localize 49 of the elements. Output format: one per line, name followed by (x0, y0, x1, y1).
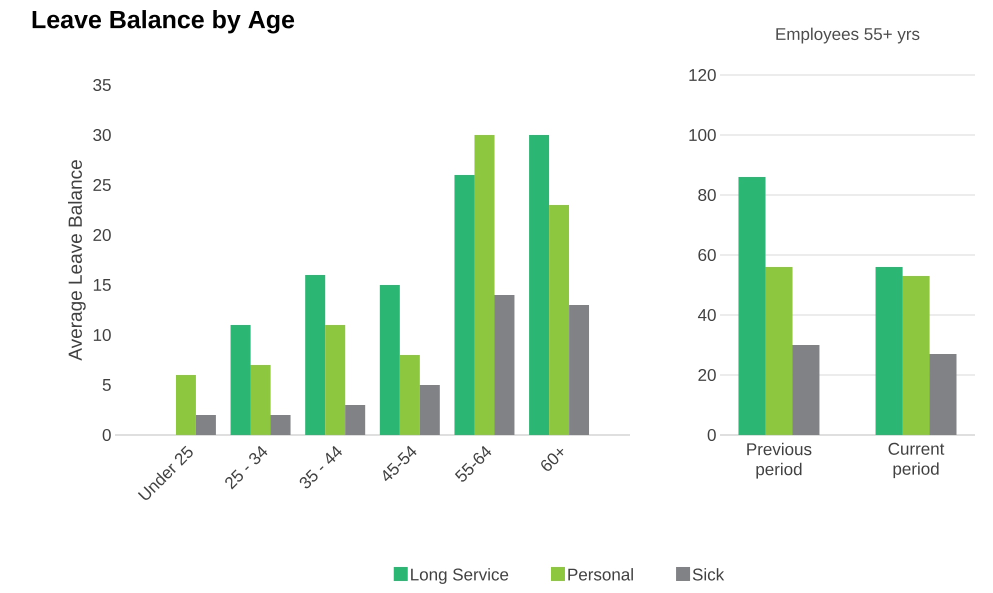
bar (529, 134, 550, 435)
bar (474, 134, 494, 435)
bar (196, 414, 216, 435)
bar (325, 324, 346, 435)
y-tick-label: 20 (93, 228, 111, 242)
y-tick-label: 80 (698, 188, 716, 202)
y-tick-label: 40 (698, 308, 716, 322)
bar (250, 364, 271, 435)
bar (454, 174, 474, 435)
legend-label: Sick (692, 568, 724, 581)
y-tick-label: 120 (689, 68, 716, 82)
bar (792, 344, 820, 435)
legend-label: Personal (568, 568, 633, 581)
y-tick-label: 30 (93, 128, 111, 142)
bar (345, 404, 366, 435)
x-tick-label: Previous period (747, 442, 812, 479)
bar (902, 276, 930, 435)
bar (420, 384, 440, 435)
bar (738, 176, 766, 435)
x-tick-label: 35 - 44 (300, 446, 342, 488)
bar (400, 354, 420, 435)
x-tick-label: 25 - 34 (225, 446, 268, 490)
bar (230, 324, 251, 435)
chart-title: Leave Balance by Age (32, 10, 294, 34)
y-tick-label: 100 (689, 128, 716, 142)
bar (930, 354, 957, 435)
y-tick-label: 20 (698, 368, 716, 382)
bar (494, 294, 514, 435)
bar (305, 274, 326, 435)
chart-title: Employees 55+ yrs (776, 28, 920, 44)
y-tick-label: 10 (94, 328, 111, 342)
bar (765, 266, 792, 435)
bar (380, 284, 400, 435)
bar (176, 374, 196, 435)
x-tick-label: 60+ (541, 448, 564, 471)
y-tick-label: 0 (708, 428, 716, 442)
y-tick-label: 15 (94, 279, 111, 291)
bar (549, 204, 570, 435)
y-axis-title: Average Leave Balance (68, 160, 86, 361)
y-tick-label: 60 (698, 248, 716, 262)
y-tick-label: 0 (102, 428, 111, 442)
bar (876, 266, 903, 435)
y-tick-label: 35 (93, 78, 111, 92)
bar (569, 304, 590, 435)
bar (270, 414, 291, 435)
y-tick-label: 5 (102, 379, 111, 391)
legend-label: Long Service (411, 568, 508, 584)
x-tick-label: Current period (888, 442, 944, 478)
y-tick-label: 25 (93, 178, 111, 192)
